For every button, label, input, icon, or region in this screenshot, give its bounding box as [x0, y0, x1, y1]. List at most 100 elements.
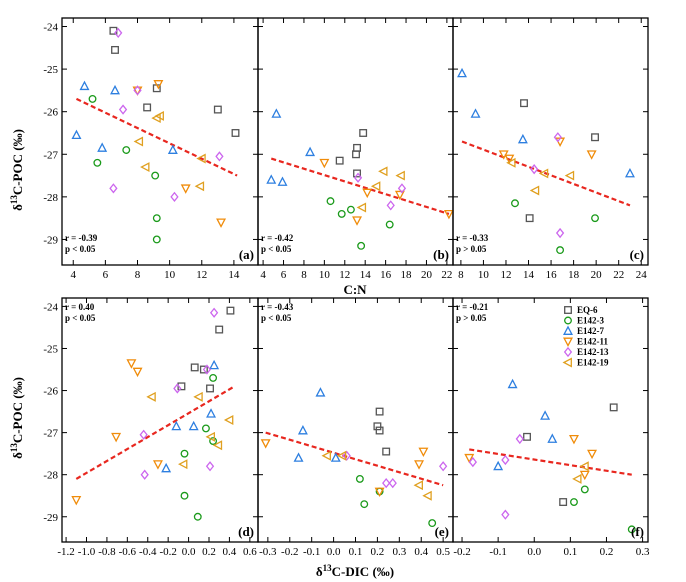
data-point: [93, 158, 102, 167]
x-tick-label: 22: [441, 269, 452, 281]
top-x-axis-title: C:N: [343, 282, 367, 297]
data-point: [111, 432, 122, 443]
data-point: [133, 85, 142, 96]
panel-frame: [61, 297, 259, 543]
data-point: [152, 214, 161, 223]
bottom-y-title-rest: C-POC (‰): [10, 377, 25, 443]
series-E142-19: [356, 166, 405, 213]
trend-line: [270, 157, 450, 215]
stat-r: r = -0.43: [261, 302, 294, 312]
data-point: [397, 183, 407, 194]
data-point: [353, 169, 361, 178]
data-point: [206, 384, 214, 393]
data-point: [370, 181, 381, 192]
panel-frame: [452, 17, 649, 266]
data-point: [579, 470, 590, 481]
panel-d: -24 -25 -26 -27 -28 -29 -1.2 -1.0 -0.8 -0.6 -0.4 -0…: [43, 297, 259, 558]
bottom-x-title-delta: δ: [316, 564, 323, 579]
data-point: [507, 378, 518, 389]
data-point: [71, 129, 82, 140]
data-point: [88, 94, 97, 103]
x-tick-label: 20: [591, 269, 603, 281]
x-tick-label: 0.0: [327, 546, 341, 558]
data-point: [140, 162, 150, 173]
data-point: [161, 462, 172, 473]
data-point: [511, 199, 519, 208]
data-point: [110, 84, 120, 95]
data-point: [624, 167, 635, 178]
series-E142-11: [260, 439, 429, 498]
data-point: [587, 449, 598, 460]
legend-marker: [564, 306, 572, 314]
data-point: [570, 498, 578, 506]
data-point: [556, 246, 565, 255]
series-E142-3: [570, 485, 636, 534]
data-point: [171, 420, 182, 431]
panel-b: 4 6 8 10 12 14 16 18 20 22 r = -0.42p < 0.05 (b): [257, 17, 454, 281]
series-E142-7: [457, 67, 635, 178]
bottom-y-title-delta: δ: [10, 452, 25, 459]
x-tick-label: 0.4: [223, 546, 237, 558]
x-tick-label: 0.1: [349, 546, 363, 558]
data-point: [547, 433, 558, 443]
data-point: [140, 469, 149, 480]
trend-line: [75, 97, 238, 177]
data-point: [414, 460, 425, 470]
bottom-x-axis-title: δ13C-DIC (‰): [316, 563, 394, 579]
data-point: [271, 108, 282, 118]
data-point: [126, 359, 137, 369]
bottom-y-axis-title: δ13C-POC (‰): [9, 377, 25, 459]
series-E142-19: [133, 110, 206, 192]
data-point: [206, 408, 217, 418]
data-point: [591, 133, 599, 142]
data-point: [353, 143, 361, 152]
data-point: [579, 461, 589, 472]
x-tick-label: 0.1: [563, 546, 577, 558]
data-point: [386, 200, 395, 211]
data-point: [523, 432, 531, 441]
data-point: [506, 157, 516, 168]
data-point: [359, 129, 368, 137]
data-point: [321, 450, 331, 461]
x-tick-label: 14: [360, 269, 372, 281]
data-point: [394, 190, 405, 201]
data-point: [215, 151, 224, 162]
data-point: [111, 45, 119, 54]
x-tick-label: 8: [135, 269, 141, 281]
panel-label: (a): [239, 247, 254, 262]
data-point: [395, 170, 405, 181]
trend-line: [461, 140, 631, 207]
data-point: [517, 133, 528, 144]
x-tick-label: -0.1: [489, 546, 506, 558]
data-point: [468, 456, 477, 468]
data-point: [529, 185, 540, 196]
data-point: [170, 191, 179, 202]
data-point: [202, 364, 212, 375]
series-E142-19: [146, 391, 234, 470]
data-point: [151, 171, 160, 180]
x-tick-label: 24: [636, 269, 648, 281]
y-tick-label: -27: [43, 428, 58, 440]
x-tick-label: 0.3: [636, 546, 650, 558]
legend-marker: [564, 316, 572, 325]
data-point: [375, 407, 384, 416]
stat-r: r = -0.39: [65, 233, 98, 243]
svg-text:δ13C-POC (‰): δ13C-POC (‰): [9, 129, 25, 211]
series-E142-13: [342, 450, 448, 489]
panel-label: (e): [435, 524, 449, 539]
stat-p: p < 0.05: [65, 313, 96, 323]
top-y-title-delta: δ: [10, 204, 25, 211]
data-point: [143, 103, 152, 112]
data-point: [188, 420, 199, 431]
data-point: [277, 176, 288, 186]
data-point: [457, 67, 467, 78]
series-E142-13: [109, 27, 224, 202]
panel-frame: [257, 297, 454, 543]
y-tick-label: -24: [43, 301, 58, 313]
x-tick-label: -1.2: [57, 546, 74, 558]
data-point: [154, 110, 164, 121]
data-point: [260, 439, 271, 449]
series-E142-19: [506, 157, 575, 196]
x-tick-label: -0.3: [259, 546, 277, 558]
x-tick-label: 0.5: [436, 546, 450, 558]
